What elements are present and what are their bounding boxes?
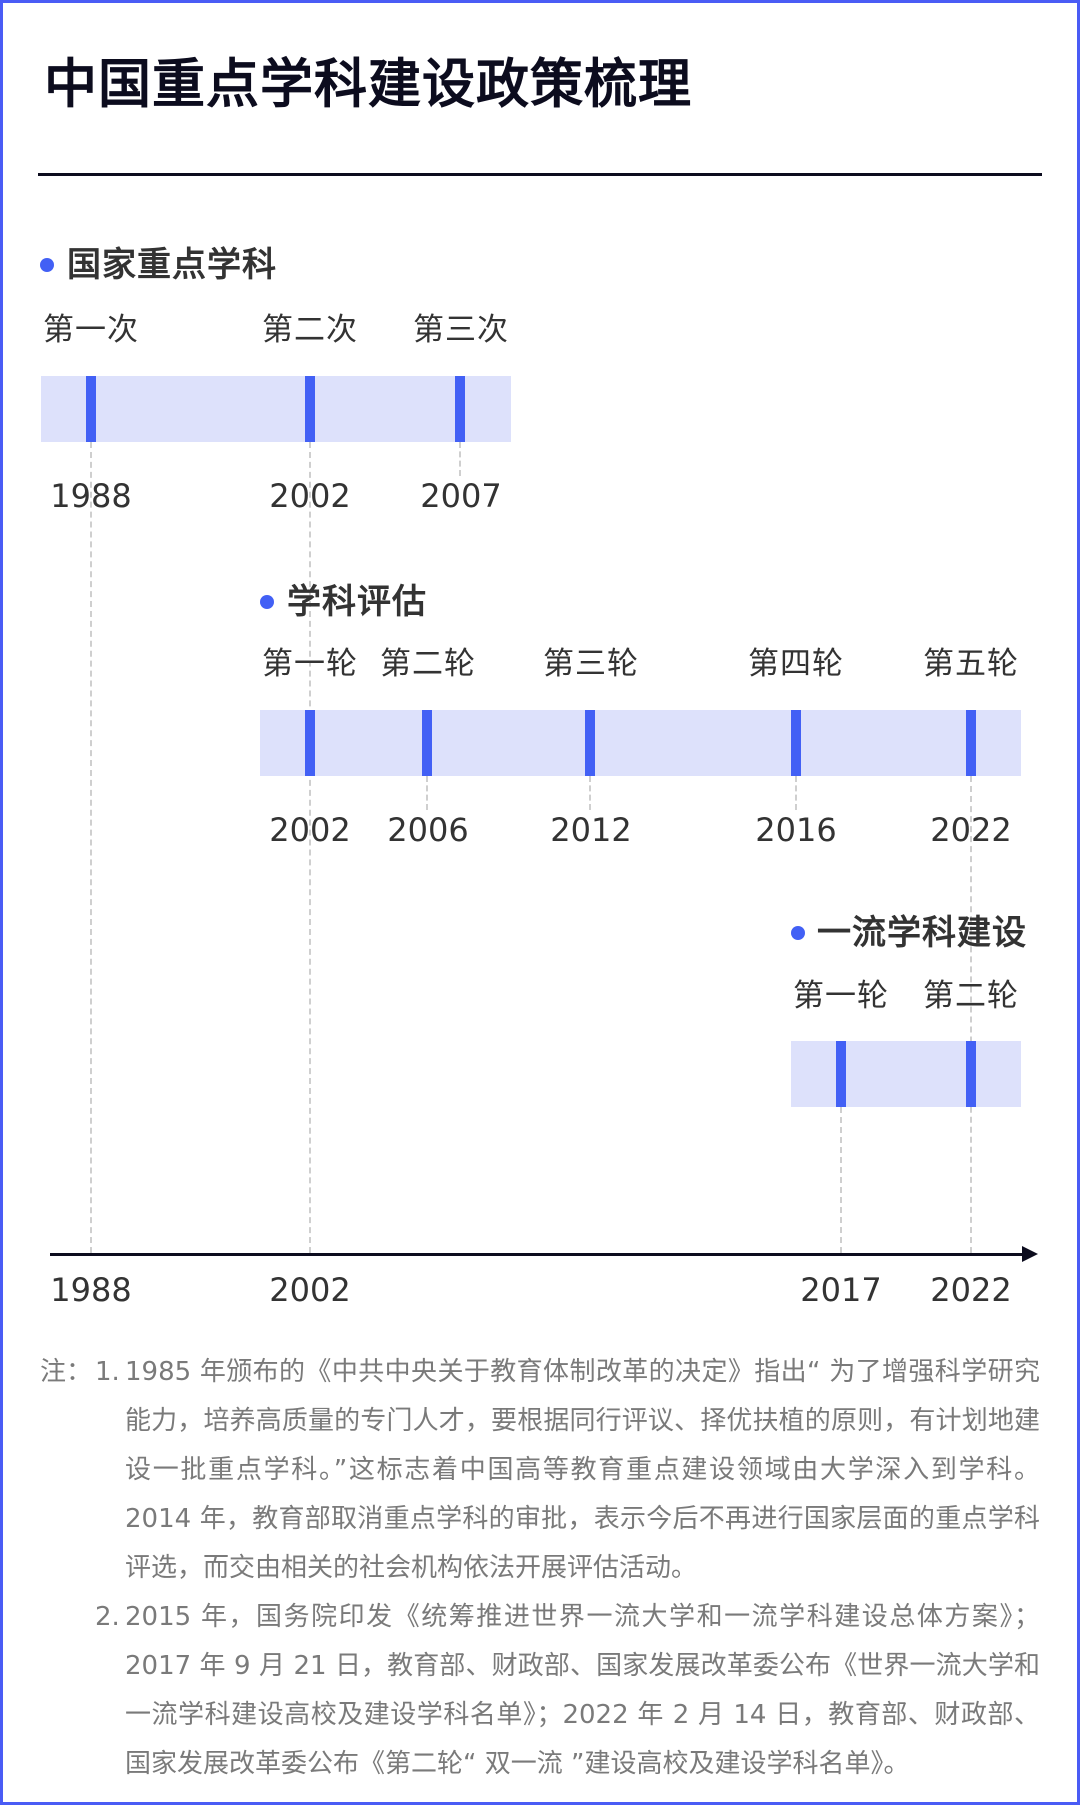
note-item: 2. 2015 年，国务院印发《统筹推进世界一流大学和一流学科建设总体方案》；2… bbox=[40, 1593, 1040, 1789]
section-title: 国家重点学科 bbox=[67, 245, 277, 285]
event-year: 2007 bbox=[420, 477, 502, 515]
event-year: 2006 bbox=[387, 811, 469, 849]
bullet-dot-icon bbox=[40, 258, 54, 272]
guide-line-2022 bbox=[970, 776, 972, 1253]
guide-line-2017 bbox=[840, 1107, 842, 1253]
event-marker bbox=[455, 376, 465, 442]
event-marker bbox=[791, 710, 801, 776]
event-label: 第五轮 bbox=[923, 646, 1019, 682]
event-label: 第四轮 bbox=[748, 646, 844, 682]
notes-prefix: 注： bbox=[40, 1357, 93, 1387]
section-title: 学科评估 bbox=[287, 582, 427, 622]
event-label: 第二轮 bbox=[380, 646, 476, 682]
axis-tick-label: 2022 bbox=[930, 1271, 1012, 1309]
guide-line-2012 bbox=[589, 776, 591, 810]
event-label: 第三次 bbox=[413, 312, 509, 348]
event-label: 第三轮 bbox=[543, 646, 639, 682]
note-text: 1985 年颁布的《中共中央关于教育体制改革的决定》指出“ 为了增强科学研究能力… bbox=[125, 1357, 1040, 1583]
bullet-dot-icon bbox=[260, 595, 274, 609]
note-text: 2015 年，国务院印发《统筹推进世界一流大学和一流学科建设总体方案》；2017… bbox=[125, 1602, 1040, 1779]
section-title: 一流学科建设 bbox=[817, 913, 1027, 953]
event-year: 1988 bbox=[50, 477, 132, 515]
guide-line-2006 bbox=[426, 776, 428, 810]
event-label: 第一轮 bbox=[262, 646, 358, 682]
event-marker bbox=[305, 376, 315, 442]
guide-line-2007 bbox=[459, 442, 461, 476]
event-label: 第二次 bbox=[262, 312, 358, 348]
timeline-bar bbox=[260, 710, 1021, 776]
timeline-bar bbox=[791, 1041, 1021, 1107]
note-number: 2. bbox=[95, 1602, 120, 1632]
event-marker bbox=[966, 1041, 976, 1107]
event-marker bbox=[422, 710, 432, 776]
axis-tick-label: 2002 bbox=[269, 1271, 351, 1309]
guide-line-2002 bbox=[309, 442, 311, 1253]
event-year: 2002 bbox=[269, 477, 351, 515]
axis-tick-label: 2017 bbox=[800, 1271, 882, 1309]
title-divider bbox=[38, 173, 1042, 176]
note-item: 1. 1985 年颁布的《中共中央关于教育体制改革的决定》指出“ 为了增强科学研… bbox=[40, 1348, 1040, 1593]
timeline-bar bbox=[41, 376, 511, 442]
axis-tick-label: 1988 bbox=[50, 1271, 132, 1309]
page-title: 中国重点学科建设政策梳理 bbox=[44, 54, 692, 115]
event-marker bbox=[585, 710, 595, 776]
event-marker bbox=[966, 710, 976, 776]
event-year: 2012 bbox=[550, 811, 632, 849]
event-label: 第一轮 bbox=[793, 978, 889, 1014]
event-marker bbox=[836, 1041, 846, 1107]
footnotes: 注： 1. 1985 年颁布的《中共中央关于教育体制改革的决定》指出“ 为了增强… bbox=[40, 1348, 1040, 1789]
bullet-dot-icon bbox=[791, 926, 805, 940]
note-number: 1. bbox=[95, 1357, 120, 1387]
guide-line-2016 bbox=[795, 776, 797, 810]
event-marker bbox=[305, 710, 315, 776]
event-year: 2022 bbox=[930, 811, 1012, 849]
event-label: 第二轮 bbox=[923, 978, 1019, 1014]
event-year: 2002 bbox=[269, 811, 351, 849]
event-year: 2016 bbox=[755, 811, 837, 849]
guide-line-1988 bbox=[90, 442, 92, 1253]
event-label: 第一次 bbox=[43, 312, 139, 348]
axis-line bbox=[50, 1253, 1026, 1256]
arrow-right-icon bbox=[1022, 1246, 1038, 1262]
event-marker bbox=[86, 376, 96, 442]
